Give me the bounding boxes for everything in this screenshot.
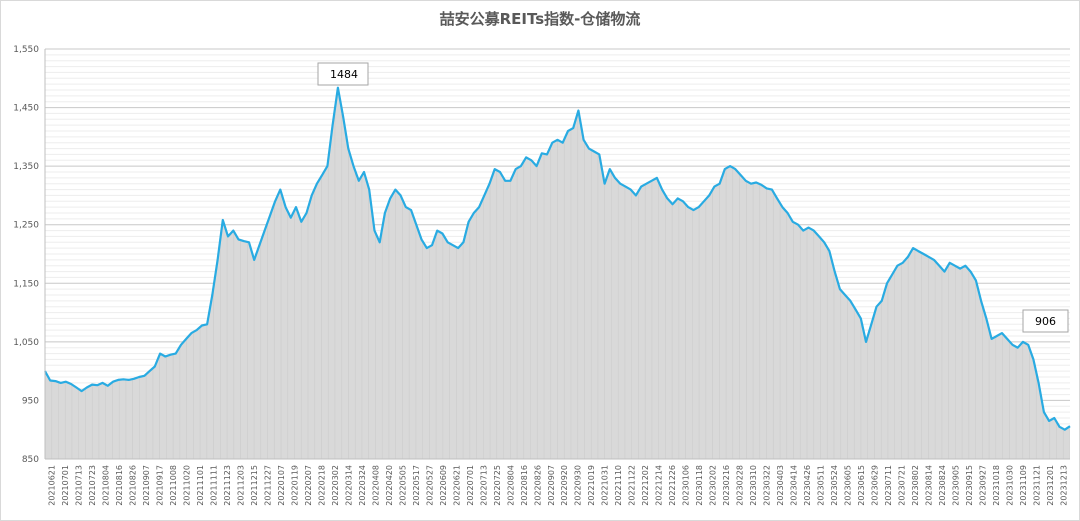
x-tick-label: 20220725: [493, 465, 502, 506]
x-tick-label: 20210917: [156, 465, 165, 506]
x-tick-label: 20221214: [655, 465, 664, 506]
x-tick-label: 20211203: [237, 465, 246, 506]
x-tick-label: 20220420: [385, 465, 394, 506]
x-tick-label: 20231213: [1059, 465, 1068, 506]
x-tick-label: 20221122: [628, 465, 637, 506]
x-tick-label: 20221031: [601, 465, 610, 506]
x-tick-label: 20230802: [911, 465, 920, 506]
x-tick-label: 20220907: [547, 465, 556, 506]
y-tick-label: 1,450: [13, 104, 39, 114]
x-tick-label: 20221226: [668, 465, 677, 506]
x-tick-label: 20220804: [506, 465, 515, 506]
x-tick-label: 20210826: [129, 465, 138, 506]
x-tick-label: 20220218: [317, 465, 326, 506]
x-tick-label: 20230414: [790, 465, 799, 506]
callout-box: [1022, 309, 1069, 333]
x-tick-label: 20210621: [48, 465, 57, 506]
x-tick-label: 20211008: [169, 465, 178, 506]
x-tick-label: 20221019: [587, 465, 596, 506]
x-tick-label: 20220408: [371, 465, 380, 506]
x-tick-label: 20210804: [102, 465, 111, 506]
x-tick-label: 20211111: [210, 465, 219, 506]
x-tick-label: 20220527: [425, 465, 434, 506]
y-tick-label: 950: [22, 396, 39, 406]
x-tick-label: 20230814: [924, 465, 933, 506]
x-tick-label: 20230202: [709, 465, 718, 506]
x-tick-label: 20230605: [843, 465, 852, 506]
x-tick-label: 20230403: [776, 465, 785, 506]
x-tick-label: 20220324: [358, 465, 367, 506]
x-tick-label: 20210713: [75, 465, 84, 506]
x-tick-label: 20220701: [466, 465, 475, 506]
x-tick-label: 20210723: [88, 465, 97, 506]
x-tick-label: 20221110: [614, 465, 623, 506]
x-tick-label: 20220107: [277, 465, 286, 506]
x-tick-label: 20211215: [250, 465, 259, 506]
callout-layer: 1484 906: [317, 62, 1069, 333]
x-tick-label: 20220713: [479, 465, 488, 506]
callout: 906: [1022, 309, 1069, 333]
x-tick-label: 20210701: [61, 465, 70, 506]
callout-label: 1484: [330, 68, 358, 81]
y-tick-label: 1,250: [13, 221, 39, 231]
x-tick-label: 20220621: [452, 465, 461, 506]
x-tick-label: 20211227: [264, 465, 273, 506]
x-tick-label: 20230106: [682, 465, 691, 506]
x-tick-label: 20210907: [142, 465, 151, 506]
x-tick-label: 20230615: [857, 465, 866, 506]
x-tick-label: 20220207: [304, 465, 313, 506]
x-tick-label: 20220826: [533, 465, 542, 506]
x-tick-label: 20221202: [641, 465, 650, 506]
x-tick-label: 20220930: [574, 465, 583, 506]
x-tick-label: 20231109: [1019, 465, 1028, 506]
callout-box: [317, 62, 369, 86]
x-tick-label: 20220816: [520, 465, 529, 506]
x-tick-label: 20230310: [749, 465, 758, 506]
x-tick-label: 20230915: [965, 465, 974, 506]
axis-layer: 850 950 1,050 1,150 1,250 1,350 1,450 1,550 2021…: [13, 45, 1070, 506]
y-tick-label: 850: [22, 455, 39, 465]
y-tick-label: 1,550: [13, 45, 39, 55]
x-tick-label: 20211020: [183, 465, 192, 506]
x-tick-label: 20230228: [736, 465, 745, 506]
y-tick-label: 1,050: [13, 338, 39, 348]
chart-title: 喆安公募REITs指数-仓储物流: [439, 10, 641, 28]
x-tick-label: 20231201: [1046, 465, 1055, 506]
x-tick-label: 20230711: [884, 465, 893, 506]
x-tick-label: 20230426: [803, 465, 812, 506]
x-tick-label: 20211123: [223, 465, 232, 506]
x-tick-label: 20230118: [695, 465, 704, 506]
x-tick-label: 20230511: [816, 465, 825, 506]
x-tick-label: 20231121: [1032, 465, 1041, 506]
x-tick-label: 20230322: [763, 465, 772, 506]
x-tick-label: 20231018: [992, 465, 1001, 506]
x-tick-label: 20211101: [196, 465, 205, 506]
x-tick-label: 20230524: [830, 465, 839, 506]
series-line: [44, 86, 1071, 431]
x-tick-label: 20230824: [938, 465, 947, 506]
x-tick-label: 20220505: [398, 465, 407, 506]
callout-label: 906: [1035, 315, 1056, 328]
x-tick-label: 20210816: [115, 465, 124, 506]
x-tick-label: 20230905: [951, 465, 960, 506]
callout: 1484: [317, 62, 369, 86]
x-tick-label: 20220609: [439, 465, 448, 506]
x-tick-label: 20220920: [560, 465, 569, 506]
x-tick-label: 20220302: [331, 465, 340, 506]
x-tick-label: 20230216: [722, 465, 731, 506]
x-tick-label: 20220314: [344, 465, 353, 506]
x-tick-label: 20230927: [978, 465, 987, 506]
y-tick-label: 1,150: [13, 279, 39, 289]
x-tick-label: 20220517: [412, 465, 421, 506]
x-tick-label: 20231030: [1005, 465, 1014, 506]
x-tick-label: 20220119: [291, 465, 300, 506]
x-tick-label: 20230721: [897, 465, 906, 506]
y-tick-label: 1,350: [13, 162, 39, 172]
x-tick-label: 20230629: [870, 465, 879, 506]
